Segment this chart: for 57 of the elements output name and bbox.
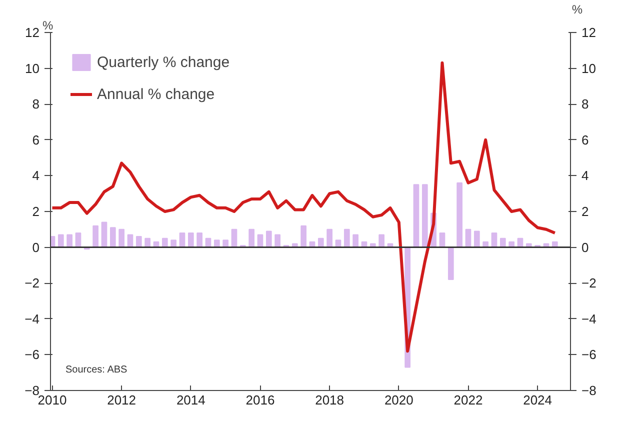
y2-tick-label: 0 bbox=[582, 240, 589, 255]
y2-tick-label: −6 bbox=[582, 347, 596, 362]
bar bbox=[66, 234, 72, 248]
y-axis-title: % bbox=[42, 18, 54, 32]
y2-tick-label: −8 bbox=[582, 383, 596, 398]
bar bbox=[300, 225, 306, 248]
x-tick-label: 2024 bbox=[523, 392, 552, 408]
y-tick-label: −4 bbox=[24, 311, 40, 326]
bar bbox=[448, 246, 454, 280]
y-tick-label: −2 bbox=[24, 276, 40, 291]
bar bbox=[196, 232, 202, 248]
x-tick-label: 2012 bbox=[107, 392, 136, 408]
bar bbox=[413, 184, 420, 248]
legend-label: Quarterly % change bbox=[97, 54, 230, 70]
x-tick-label: 2020 bbox=[384, 392, 414, 408]
y-tick-label: 0 bbox=[32, 240, 40, 255]
y2-tick-label: −4 bbox=[582, 311, 596, 326]
y2-tick-label: 4 bbox=[582, 168, 589, 184]
bar bbox=[344, 228, 350, 248]
y2-tick-label: 6 bbox=[582, 132, 589, 148]
x-tick-label: 2014 bbox=[176, 392, 206, 408]
y-tick-label: 8 bbox=[32, 96, 40, 112]
bar bbox=[352, 234, 358, 248]
y-tick-label: 6 bbox=[32, 132, 40, 148]
bar bbox=[474, 230, 480, 248]
bar bbox=[326, 228, 332, 248]
y2-axis-title: % bbox=[572, 2, 583, 16]
bar bbox=[118, 228, 124, 248]
bar bbox=[188, 232, 194, 248]
bar bbox=[110, 227, 116, 248]
legend-label: Annual % change bbox=[97, 86, 215, 102]
bar bbox=[58, 234, 64, 248]
y-tick-label: 4 bbox=[32, 168, 40, 184]
y-tick-label: −6 bbox=[24, 347, 40, 362]
x-tick-label: 2022 bbox=[454, 392, 483, 408]
y-tick-label: 10 bbox=[25, 60, 40, 76]
y2-tick-label: 12 bbox=[582, 25, 596, 40]
bar bbox=[248, 228, 254, 248]
x-tick-label: 2010 bbox=[38, 392, 67, 408]
y2-tick-label: 8 bbox=[582, 96, 589, 112]
y-tick-label: 2 bbox=[32, 204, 40, 219]
bar bbox=[274, 234, 280, 248]
y2-tick-label: 10 bbox=[582, 60, 596, 76]
bar bbox=[422, 184, 428, 248]
bar bbox=[266, 230, 272, 248]
x-tick-label: 2016 bbox=[246, 392, 275, 408]
y-tick-label: 12 bbox=[25, 25, 40, 40]
y-tick-label: −8 bbox=[24, 383, 40, 398]
y2-tick-label: 2 bbox=[582, 204, 589, 219]
bar bbox=[378, 234, 384, 248]
x-tick-label: 2018 bbox=[315, 392, 344, 408]
bar bbox=[92, 225, 98, 248]
y2-tick-label: −2 bbox=[582, 276, 596, 291]
bar bbox=[101, 222, 108, 248]
annotation: Sources: ABS bbox=[66, 364, 128, 376]
bar bbox=[136, 236, 142, 248]
bar bbox=[456, 182, 462, 248]
